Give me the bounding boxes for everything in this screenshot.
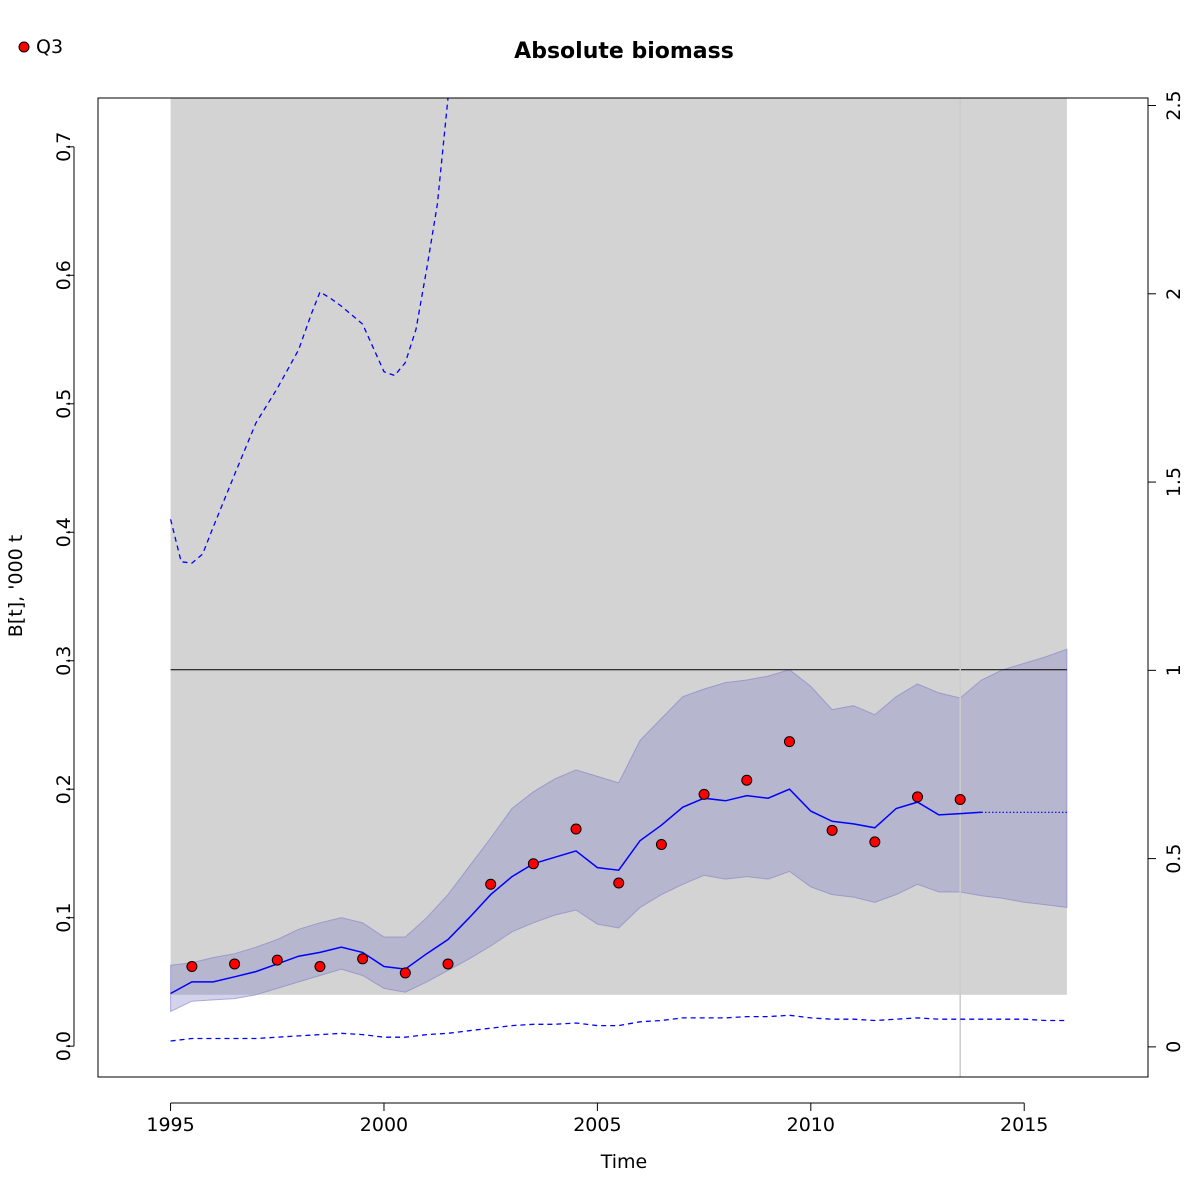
y-tick-label: 0.0 (53, 1031, 75, 1061)
y2-tick-label: 2 (1163, 288, 1185, 300)
x-tick-label: 2000 (360, 1114, 408, 1136)
y2-tick-label: 1 (1163, 664, 1185, 676)
plot-area (170, 98, 1068, 1013)
x-tick-label: 1995 (146, 1114, 194, 1136)
data-point (783, 736, 795, 748)
axes: 1995 2000 2005 2010 2015 0.0 0.1 0.2 0.3 0.4 0.5 0.… (53, 90, 1185, 1136)
x-tick-label: 2010 (787, 1114, 835, 1136)
y-tick-label: 0.6 (53, 260, 75, 290)
data-point (570, 823, 582, 835)
series-lines (169, 97, 1067, 1077)
data-point (698, 788, 710, 800)
observation-points (186, 736, 966, 979)
x-axis-label: Time (600, 1151, 648, 1173)
data-point (229, 958, 241, 970)
data-point (912, 791, 924, 803)
data-point (826, 824, 838, 836)
y-tick-label: 0.4 (53, 517, 75, 547)
y-tick-label: 0.7 (53, 132, 75, 162)
data-point (527, 858, 539, 870)
data-point (485, 878, 497, 890)
y-tick-label: 0.5 (53, 389, 75, 419)
upper-bound-line (169, 97, 449, 564)
y2-tick-label: 0 (1163, 1041, 1185, 1053)
y-tick-label: 0.2 (53, 774, 75, 804)
y-tick-label: 0.1 (53, 903, 75, 933)
y-axis-label: B[t], '000 t (5, 535, 27, 637)
x-tick-label: 2015 (1000, 1114, 1048, 1136)
data-point (869, 836, 881, 848)
legend-marker (18, 41, 30, 53)
y2-tick-label: 0.5 (1163, 843, 1185, 873)
shaded-region (170, 98, 1067, 995)
legend-label: Q3 (36, 36, 63, 58)
y2-tick-label: 2.5 (1163, 90, 1185, 120)
x-tick-label: 2005 (573, 1114, 621, 1136)
y2-tick-label: 1.5 (1163, 467, 1185, 497)
y-tick-label: 0.3 (53, 646, 75, 676)
data-point (442, 958, 454, 970)
lower-bound-line (170, 1014, 1067, 1042)
data-point (186, 961, 198, 973)
confidence-band (170, 648, 1068, 1013)
data-point (954, 793, 966, 805)
chart-title: Absolute biomass (514, 39, 734, 64)
data-point (399, 967, 411, 979)
data-point (357, 953, 369, 965)
data-point (314, 961, 326, 973)
data-point (741, 774, 753, 786)
median-line (170, 788, 982, 995)
data-point (613, 877, 625, 889)
data-point (271, 954, 283, 966)
legend: Q3 (18, 36, 63, 58)
data-point (655, 838, 667, 850)
